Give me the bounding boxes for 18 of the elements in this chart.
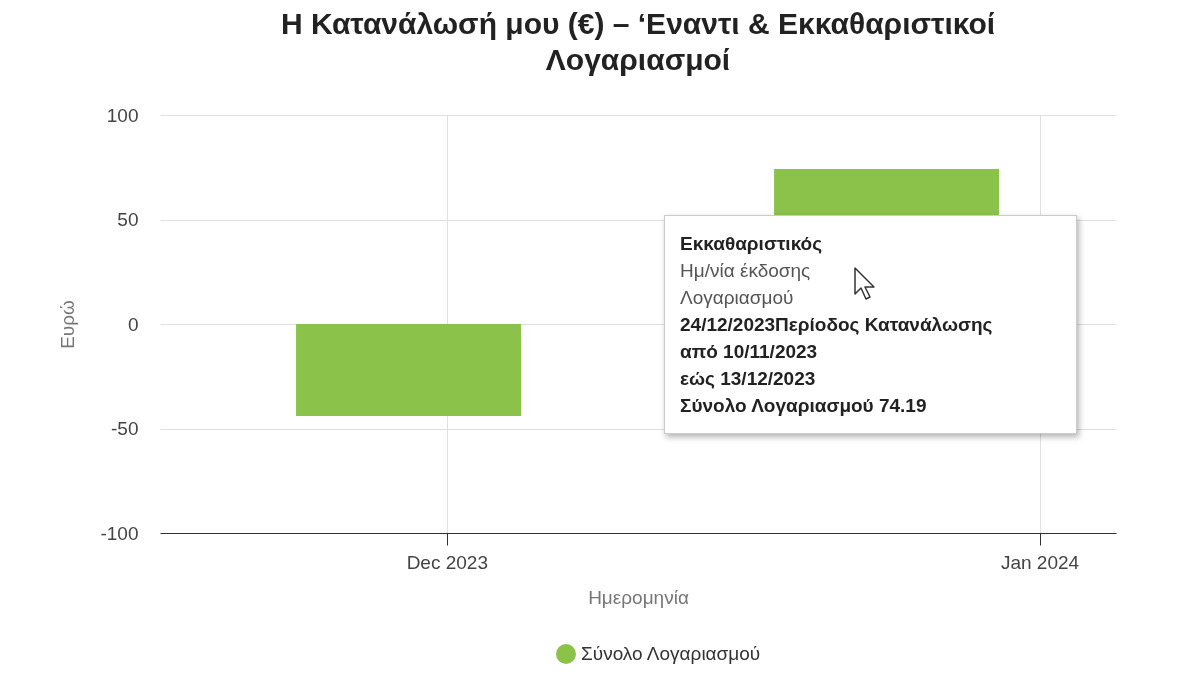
annotation: Λογαριασμού bbox=[680, 286, 795, 310]
annotation: Εκκαθαριστικός bbox=[680, 232, 824, 256]
y-tick-label: 100 bbox=[106, 104, 139, 126]
y-axis-title: Ευρώ bbox=[57, 299, 79, 349]
annotation: εώς 13/12/2023 bbox=[680, 367, 817, 391]
y-tick-label: -100 bbox=[100, 522, 139, 544]
y-tick-label: -50 bbox=[111, 418, 139, 439]
x-tick-label: Jan 2024 bbox=[1000, 551, 1080, 573]
x-axis-title: Ημερομηνία bbox=[588, 586, 689, 608]
chart-title: Η Κατανάλωσή μου (€) – ‘Εναντι & Εκκαθαριστικοί Λογαριασμοί bbox=[280, 7, 996, 76]
y-tick-label: 50 bbox=[117, 209, 139, 230]
legend-label: Σύνολο Λογαριασμού bbox=[581, 643, 761, 664]
x-tick-label: Dec 2023 bbox=[406, 551, 488, 573]
annotation: Ημ/νία έκδοσης bbox=[680, 259, 812, 283]
annotation: Σύνολο Λογαριασμού 74.19 bbox=[680, 394, 928, 418]
annotation: από 10/11/2023 bbox=[680, 340, 819, 364]
y-tick-label: 0 bbox=[127, 313, 139, 335]
annotation: 24/12/2023Περίοδος Κατανάλωσης bbox=[680, 313, 994, 337]
